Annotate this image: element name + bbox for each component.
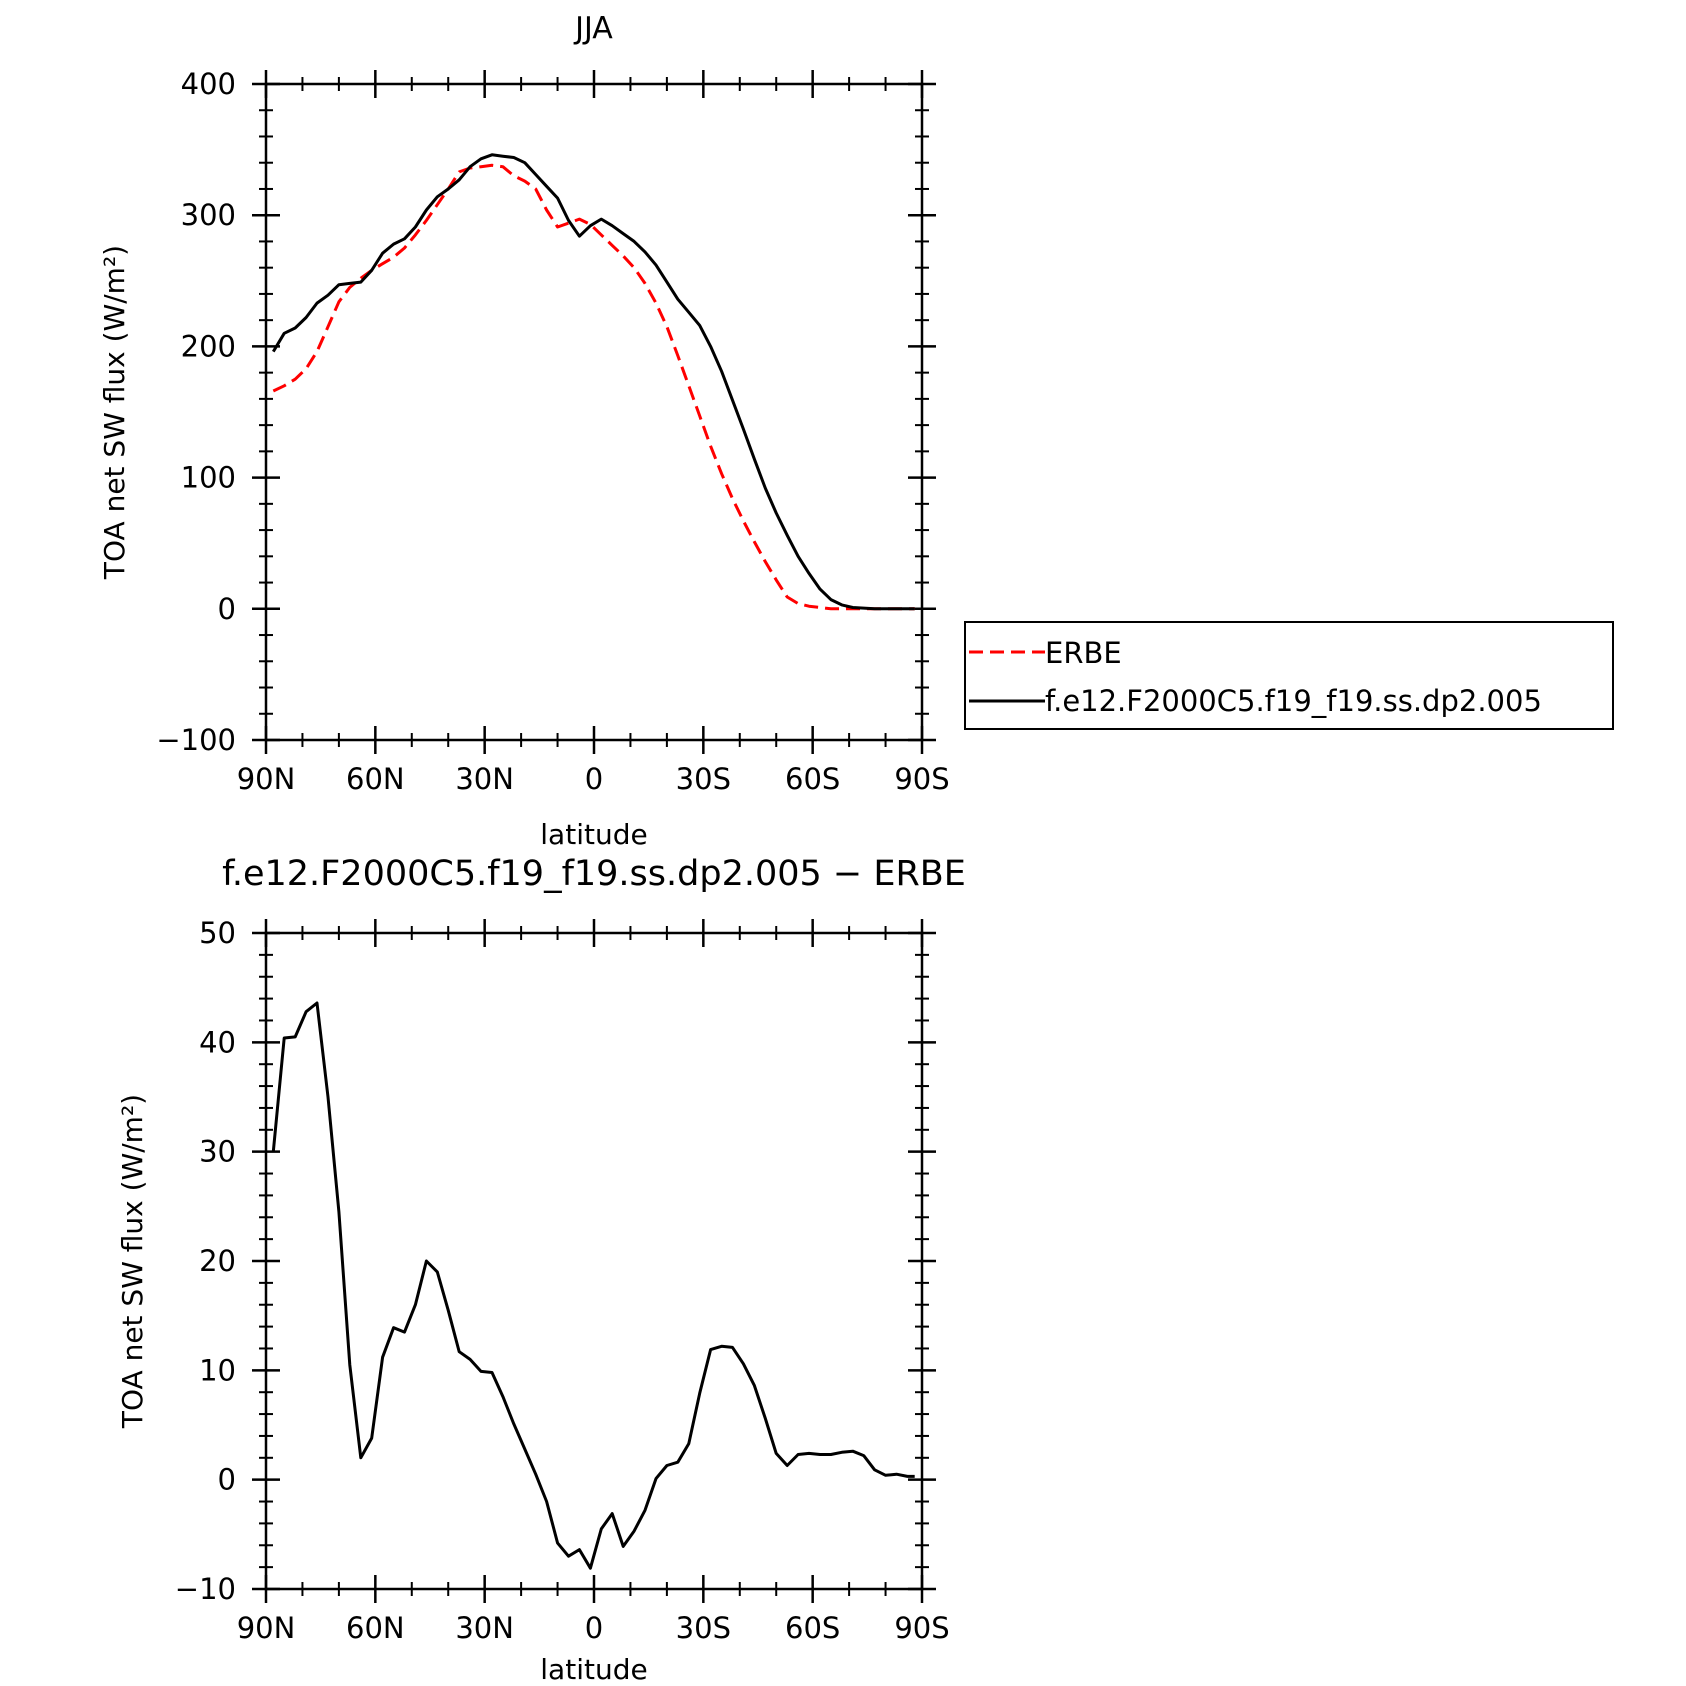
top-panel-legend: ERBE f.e12.F2000C5.f19_f19.ss.dp2.005 [964,621,1614,730]
top-panel-x-tick-label: 60S [785,762,840,796]
bottom-panel-x-tick-label: 60N [346,1611,405,1645]
top-panel-y-tick-label: 300 [181,198,236,232]
bottom-panel-y-tick-label: 30 [199,1135,236,1169]
top-panel-x-tick-label: 30N [455,762,514,796]
top-panel-x-tick-label: 60N [346,762,405,796]
bottom-panel-y-tick-label: 40 [199,1025,236,1059]
top-panel-x-tick-label: 90N [237,762,296,796]
legend-erbe-label: ERBE [1045,636,1122,670]
bottom-panel-series-line-model [271,1001,915,1570]
top-panel-x-tick-label: 0 [585,762,603,796]
top-panel-y-tick-label: −100 [156,723,236,757]
top-panel-x-tick-label: 90S [894,762,949,796]
legend-box [964,621,1614,730]
bottom-panel-y-tick-label: −10 [175,1572,236,1606]
bottom-panel-x-tick-label: 30N [455,1611,514,1645]
top-panel-frame [264,82,924,742]
bottom-panel: f.e12.F2000C5.f19_f19.ss.dp2.005 − ERBE … [116,854,966,1686]
bottom-panel-x-axis-label: latitude [540,1653,647,1686]
top-panel-x-tick-label: 30S [676,762,731,796]
bottom-panel-series [271,1001,915,1570]
top-panel: JJA −100 0 100 200 300 400 90N 60N 30N 0 30S 60S 90S… [98,11,1614,851]
legend-model-label: f.e12.F2000C5.f19_f19.ss.dp2.005 [1045,684,1542,718]
bottom-panel-x-tick-label: 30S [676,1611,731,1645]
top-panel-series-line-erbe [272,163,915,611]
top-panel-series-line-model [272,153,915,611]
bottom-panel-title: f.e12.F2000C5.f19_f19.ss.dp2.005 − ERBE [222,854,966,894]
top-panel-title: JJA [573,11,613,46]
top-panel-series [272,153,915,611]
bottom-panel-y-tick-label: 0 [218,1463,236,1497]
top-panel-y-tick-label: 400 [181,67,236,101]
top-panel-ticks: −100 0 100 200 300 400 90N 60N 30N 0 30S 60S 90S [156,67,949,796]
top-panel-x-axis-label: latitude [540,818,647,851]
bottom-panel-y-tick-label: 20 [199,1244,236,1278]
top-panel-y-tick-label: 0 [218,592,236,626]
bottom-panel-y-axis-label: TOA net SW flux (W/m²) [116,1094,149,1429]
top-panel-y-tick-label: 200 [181,329,236,363]
bottom-panel-x-tick-label: 60S [785,1611,840,1645]
top-panel-y-axis-label: TOA net SW flux (W/m²) [98,245,131,580]
bottom-panel-y-tick-label: 50 [199,916,236,950]
bottom-panel-frame [264,931,924,1591]
bottom-panel-x-tick-label: 90S [894,1611,949,1645]
bottom-panel-x-tick-label: 0 [585,1611,603,1645]
bottom-panel-y-tick-label: 10 [199,1353,236,1387]
bottom-panel-x-tick-label: 90N [237,1611,296,1645]
top-panel-y-tick-label: 100 [181,461,236,495]
